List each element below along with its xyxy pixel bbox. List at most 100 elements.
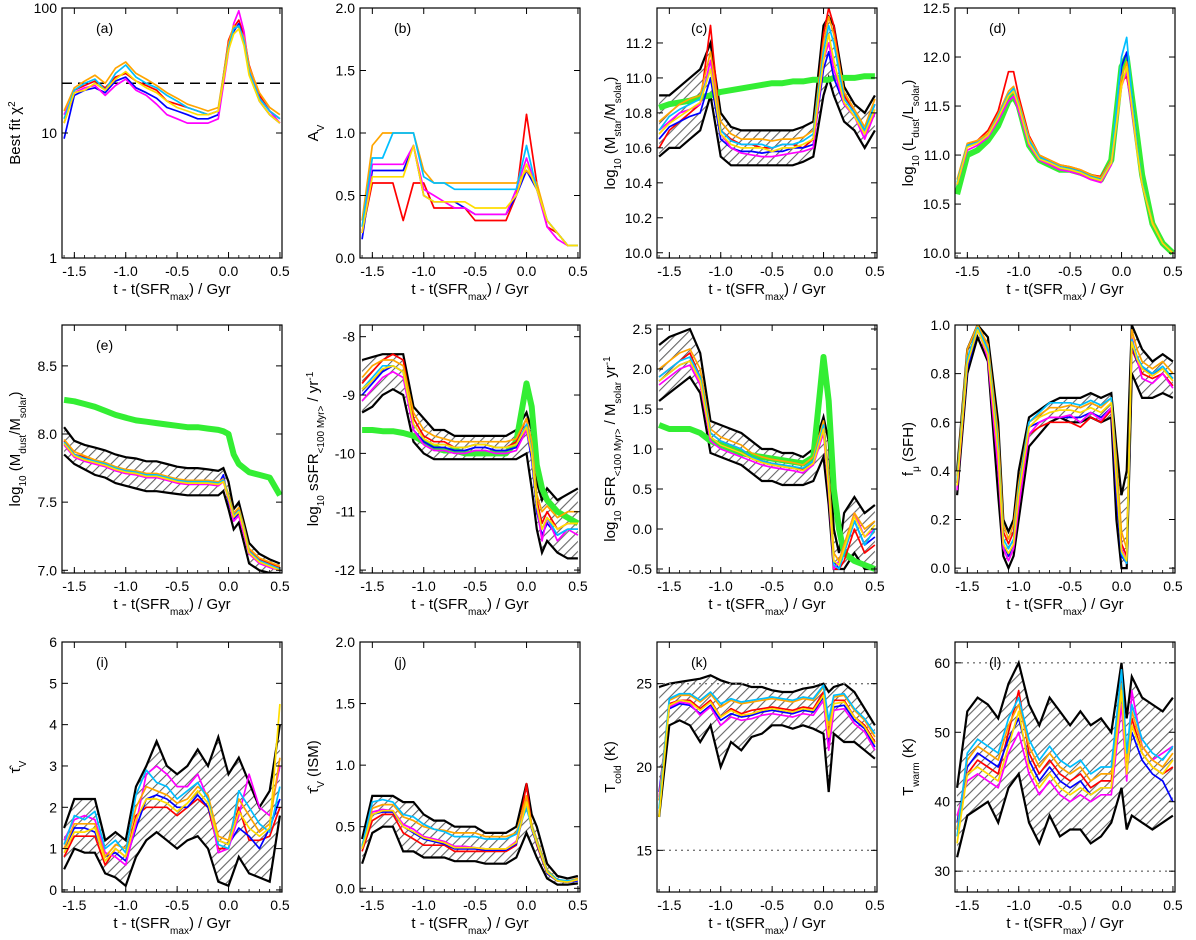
chart-panel-5: -1.5 -1.0 -0.5 0.0 0.5 7.0 7.5 8.0 8.5 (e) t - t(S… bbox=[7, 324, 290, 618]
x-tick-label: 0.0 bbox=[517, 263, 537, 279]
axes-frame bbox=[61, 324, 283, 574]
x-tick-label: -0.5 bbox=[760, 263, 784, 279]
y-tick-label: 0 bbox=[49, 882, 57, 898]
x-axis-label: t - t(SFRmax) / Gyr bbox=[113, 281, 230, 303]
panel-label: (i) bbox=[96, 654, 108, 670]
series-line-6 bbox=[956, 65, 1174, 254]
axes-frame bbox=[656, 7, 878, 259]
x-tick-label: 0.5 bbox=[270, 897, 290, 913]
panel-label: (k) bbox=[691, 654, 707, 670]
y-tick-label: 15 bbox=[636, 842, 652, 858]
x-tick-label: -0.5 bbox=[1058, 897, 1082, 913]
y-axis-label: AV bbox=[305, 124, 327, 141]
x-tick-label: -1.0 bbox=[709, 897, 733, 913]
panel-label: (c) bbox=[691, 20, 707, 36]
x-tick-label: 0.5 bbox=[568, 897, 588, 913]
series-line-6 bbox=[658, 694, 876, 818]
y-tick-label: 8.0 bbox=[38, 426, 58, 442]
y-tick-label: 1.0 bbox=[336, 757, 356, 773]
y-axis-label: log10 (Mstar/Msolar) bbox=[602, 77, 624, 190]
y-tick-label: 6 bbox=[49, 634, 57, 650]
x-tick-label: 0.0 bbox=[219, 578, 239, 594]
y-tick-label: 1.0 bbox=[931, 317, 951, 333]
x-tick-label: 0.5 bbox=[865, 578, 885, 594]
y-tick-label: 1 bbox=[49, 250, 57, 266]
band-hatch bbox=[64, 427, 280, 573]
y-tick-label: 0.5 bbox=[336, 188, 356, 204]
band-upper bbox=[361, 353, 579, 504]
green-series bbox=[362, 380, 580, 527]
x-tick-label: -1.0 bbox=[1007, 263, 1031, 279]
x-tick-label: -1.0 bbox=[412, 578, 436, 594]
chart-panel-3: -1.5 -1.0 -0.5 0.0 0.5 10.0 10.2 10.4 10.6 10.8 11… bbox=[602, 7, 885, 303]
plot-area bbox=[658, 327, 876, 572]
x-tick-label: -1.0 bbox=[412, 263, 436, 279]
series-line-1 bbox=[361, 113, 578, 247]
band-upper bbox=[63, 426, 281, 565]
panel-label: (e) bbox=[96, 337, 113, 353]
y-tick-label: 2.0 bbox=[336, 0, 356, 16]
x-tick-label: 0.0 bbox=[814, 578, 834, 594]
x-tick-label: -1.5 bbox=[657, 578, 681, 594]
series-line-1 bbox=[956, 675, 1174, 830]
y-tick-label: 1.5 bbox=[336, 696, 356, 712]
y-tick-label: 10.6 bbox=[625, 140, 652, 156]
y-tick-label: 0.8 bbox=[931, 366, 951, 382]
series-line-4 bbox=[956, 682, 1174, 830]
plot-area bbox=[657, 674, 877, 851]
y-tick-label: -9 bbox=[343, 387, 356, 403]
x-tick-label: -0.5 bbox=[165, 263, 189, 279]
y-tick-label: 1.0 bbox=[633, 441, 653, 457]
x-tick-label: -0.5 bbox=[165, 578, 189, 594]
chart-panel-8: -1.5 -1.0 -0.5 0.0 0.5 0.0 0.2 0.4 0.6 0.8 1.0 t - … bbox=[900, 317, 1183, 618]
series-line-6 bbox=[63, 703, 281, 862]
y-tick-label: 7.0 bbox=[38, 562, 58, 578]
panel-label: (d) bbox=[989, 20, 1006, 36]
x-tick-label: 0.5 bbox=[568, 263, 588, 279]
y-tick-label: -12 bbox=[335, 562, 355, 578]
x-tick-label: 0.0 bbox=[1112, 897, 1132, 913]
y-tick-label: 10.5 bbox=[923, 196, 950, 212]
series-line-5 bbox=[956, 668, 1174, 837]
x-axis-label: t - t(SFRmax) / Gyr bbox=[411, 281, 528, 303]
y-tick-label: 30 bbox=[934, 863, 950, 879]
x-axis-label: t - t(SFRmax) / Gyr bbox=[113, 915, 230, 937]
y-axis-label: Tcold (K) bbox=[602, 741, 624, 793]
x-tick-label: 0.5 bbox=[865, 263, 885, 279]
x-tick-label: -0.5 bbox=[1058, 263, 1082, 279]
y-tick-label: 10.0 bbox=[923, 245, 950, 261]
x-tick-label: -1.5 bbox=[360, 578, 384, 594]
plot-area bbox=[955, 659, 1175, 872]
panel-label: (b) bbox=[394, 20, 411, 36]
x-axis-label: t - t(SFRmax) / Gyr bbox=[113, 596, 230, 618]
x-tick-label: -1.5 bbox=[62, 263, 86, 279]
series-line-6 bbox=[658, 33, 876, 153]
chart-panel-4: -1.5 -1.0 -0.5 0.0 0.5 10.0 10.5 11.0 11.5 12.0 12… bbox=[900, 0, 1183, 303]
x-tick-label: -1.0 bbox=[412, 897, 436, 913]
series-line-4 bbox=[658, 686, 876, 801]
y-tick-label: 2.0 bbox=[336, 634, 356, 650]
y-tick-label: 1 bbox=[49, 841, 57, 857]
x-tick-label: 0.5 bbox=[270, 263, 290, 279]
y-axis-label: log10 sSFR<100 Myr> / yr-1 bbox=[305, 371, 327, 526]
x-tick-label: -1.5 bbox=[62, 897, 86, 913]
series-line-2 bbox=[361, 144, 578, 247]
x-tick-label: 0.0 bbox=[814, 263, 834, 279]
y-tick-label: 3 bbox=[49, 758, 57, 774]
axes-frame bbox=[61, 7, 283, 259]
x-axis-label: t - t(SFRmax) / Gyr bbox=[1006, 281, 1123, 303]
x-tick-label: 0.0 bbox=[219, 897, 239, 913]
y-tick-label: 11.0 bbox=[924, 147, 950, 163]
y-tick-label: 100 bbox=[34, 0, 58, 16]
plot-area bbox=[955, 36, 1175, 256]
panel-label: (l) bbox=[989, 654, 1001, 670]
series-line-4 bbox=[658, 348, 876, 562]
y-tick-label: 10.4 bbox=[625, 175, 652, 191]
chart-panel-11: -1.5 -1.0 -0.5 0.0 0.5 15 20 25 (k) t - t(SFRmax)… bbox=[602, 641, 885, 937]
y-tick-label: -0.5 bbox=[628, 561, 652, 577]
x-tick-label: -0.5 bbox=[463, 578, 487, 594]
y-tick-label: 10.2 bbox=[625, 210, 652, 226]
x-tick-label: -1.0 bbox=[114, 578, 138, 594]
x-tick-label: -1.5 bbox=[955, 263, 979, 279]
